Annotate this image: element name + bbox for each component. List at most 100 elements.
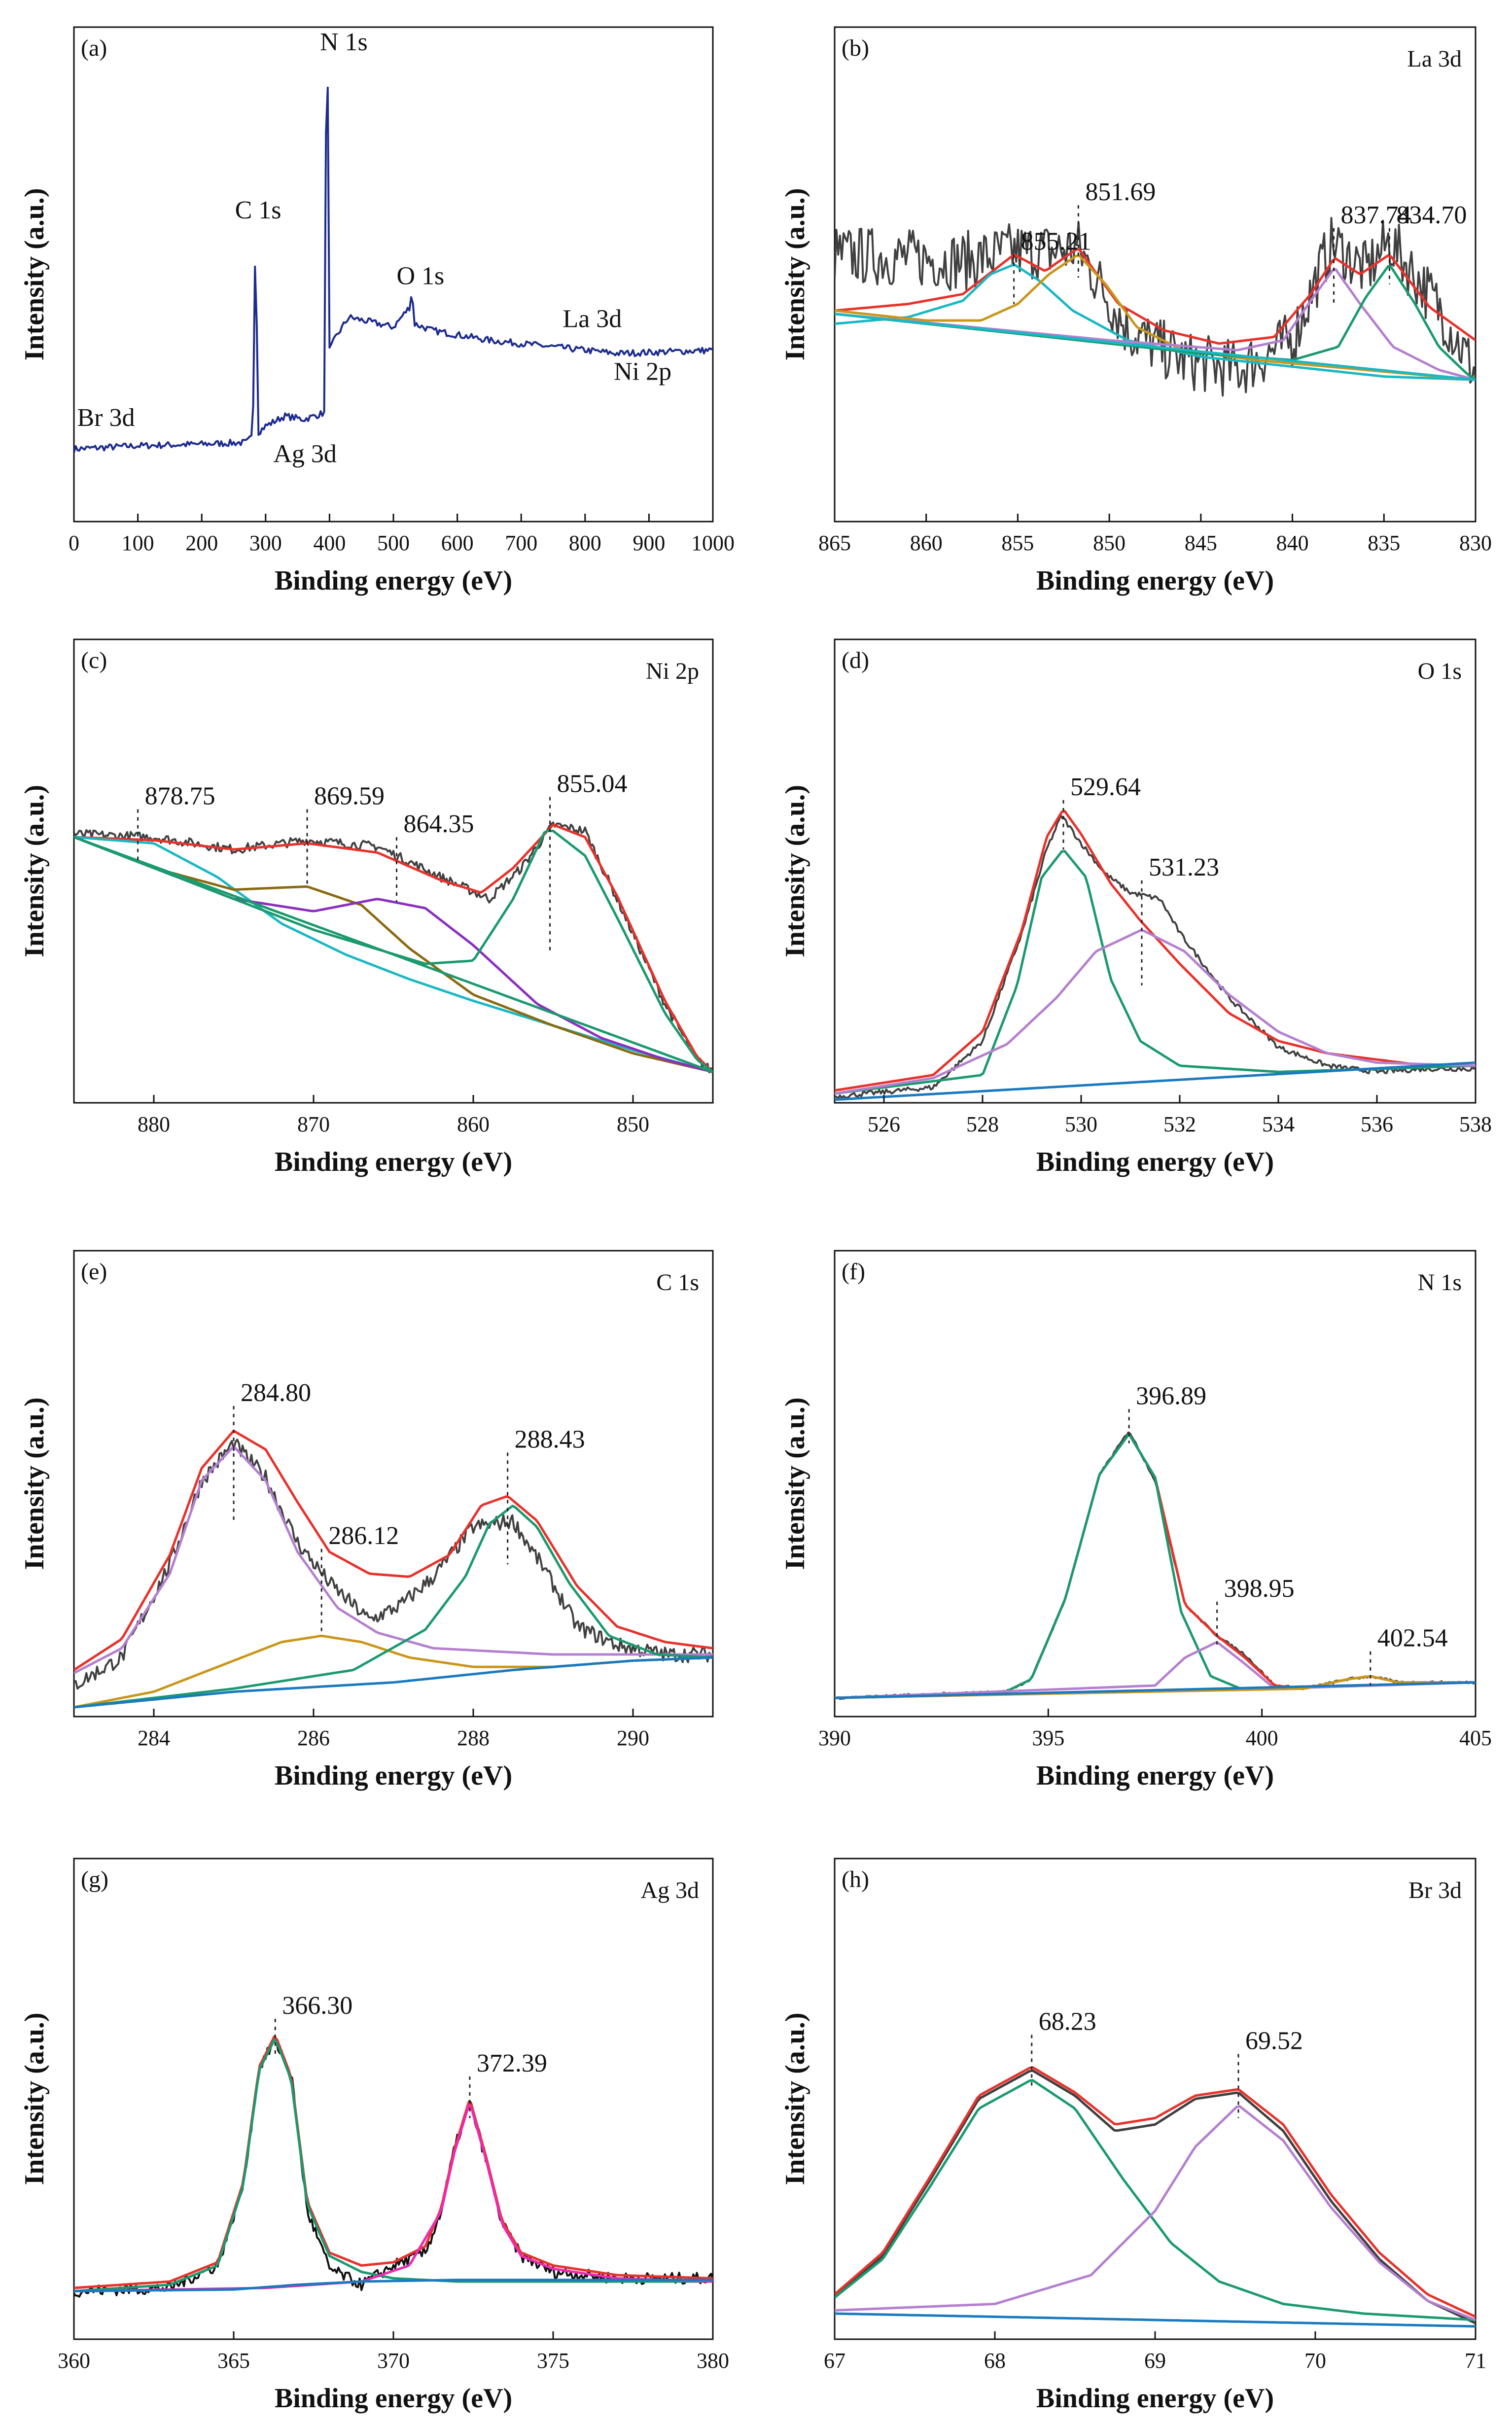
- x-tick-label-a-9: 900: [633, 531, 665, 555]
- annotation-a-6: Ag 3d: [273, 440, 337, 468]
- x-tick-label-b-0: 865: [818, 531, 851, 555]
- panel-a: 0 100 200 300 400 500 600 700 800 900 1000 Binding …: [19, 26, 735, 596]
- x-tick-label-c-0: 880: [138, 1112, 170, 1136]
- x-tick-label-a-4: 400: [313, 531, 346, 555]
- panel-title-c: Ni 2p: [646, 658, 699, 684]
- panel-title-b: La 3d: [1407, 46, 1462, 72]
- panel-title-g: Ag 3d: [640, 1877, 699, 1903]
- x-axis-label-f: Binding energy (eV): [1036, 1760, 1274, 1791]
- peak-label-f-0: 396.89: [1136, 1382, 1206, 1410]
- panel-label-g: (g): [81, 1866, 108, 1893]
- plot-frame-f: [834, 1250, 1477, 1718]
- series-line-e-2: [74, 1445, 713, 1675]
- peak-label-b-1: 851.69: [1085, 178, 1156, 206]
- annotation-a-3: La 3d: [563, 305, 622, 333]
- x-tick-label-a-7: 700: [505, 531, 537, 555]
- y-axis-label-h: Intensity (a.u.): [780, 2012, 810, 2185]
- series-group-g: [74, 2035, 713, 2298]
- x-tick-label-d-2: 530: [1065, 1112, 1097, 1136]
- y-axis-label-b: Intensity (a.u.): [780, 188, 810, 360]
- x-tick-label-b-6: 835: [1368, 531, 1400, 555]
- peak-label-b-0: 855.21: [1021, 227, 1091, 255]
- peak-label-e-2: 288.43: [515, 1426, 585, 1454]
- x-tick-label-a-10: 1000: [691, 531, 735, 555]
- x-tick-label-b-7: 830: [1459, 531, 1492, 555]
- y-axis-label-c: Intensity (a.u.): [19, 785, 50, 957]
- x-tick-label-g-3: 375: [537, 2349, 569, 2373]
- series-group-h: [835, 2066, 1476, 2328]
- series-line-f-2: [835, 1433, 1476, 1699]
- x-tick-label-a-0: 0: [69, 531, 79, 555]
- x-tick-label-c-1: 870: [297, 1112, 330, 1136]
- panel-title-e: C 1s: [656, 1269, 699, 1296]
- panel-label-d: (d): [842, 647, 869, 673]
- y-axis-label-d: Intensity (a.u.): [780, 785, 810, 957]
- peak-label-g-1: 372.39: [477, 2049, 547, 2077]
- panel-g: 360 365 370 375 380 Binding energy (eV) Intens…: [19, 1858, 729, 2414]
- peak-label-b-2: 837.74: [1341, 201, 1411, 229]
- x-tick-label-f-2: 400: [1246, 1726, 1278, 1750]
- panel-f: 390 395 400 405 Binding energy (eV) Intensity…: [780, 1250, 1492, 1791]
- y-axis-label-g: Intensity (a.u.): [19, 2012, 50, 2185]
- panel-e: 284 286 288 290 Binding energy (eV) Intensity…: [19, 1250, 714, 1791]
- plot-frame-d: [834, 638, 1477, 1104]
- y-axis-label-f: Intensity (a.u.): [780, 1397, 810, 1570]
- plot-frame-e: [73, 1250, 714, 1718]
- x-tick-label-e-0: 284: [138, 1726, 170, 1750]
- series-line-b-6: [835, 313, 1476, 381]
- series-line-h-1: [835, 2066, 1476, 2318]
- x-tick-label-d-6: 538: [1459, 1112, 1492, 1136]
- x-tick-label-f-3: 405: [1459, 1726, 1492, 1750]
- x-tick-label-a-8: 800: [569, 531, 601, 555]
- x-axis-label-d: Binding energy (eV): [1036, 1147, 1274, 1177]
- x-tick-label-g-1: 365: [217, 2349, 250, 2373]
- annotation-a-0: N 1s: [320, 28, 368, 56]
- x-tick-label-e-3: 290: [617, 1726, 649, 1750]
- x-tick-label-h-2: 69: [1144, 2349, 1166, 2373]
- series-line-a-0: [74, 86, 713, 453]
- x-tick-label-c-3: 850: [617, 1112, 649, 1136]
- peak-label-e-1: 286.12: [328, 1522, 399, 1550]
- series-line-c-1: [74, 823, 713, 1073]
- peak-label-f-1: 398.95: [1224, 1575, 1295, 1603]
- series-line-c-2: [74, 836, 713, 1073]
- peak-label-h-0: 68.23: [1039, 2008, 1096, 2036]
- peak-label-d-1: 531.23: [1149, 853, 1219, 881]
- x-tick-label-b-3: 850: [1093, 531, 1125, 555]
- x-tick-label-g-2: 370: [377, 2349, 410, 2373]
- panel-label-f: (f): [842, 1259, 865, 1285]
- panel-label-a: (a): [81, 35, 107, 61]
- peak-label-e-0: 284.80: [241, 1379, 311, 1407]
- x-tick-label-d-1: 528: [966, 1112, 999, 1136]
- x-axis-label-b: Binding energy (eV): [1036, 565, 1274, 596]
- x-tick-label-a-5: 500: [377, 531, 410, 555]
- series-line-e-4: [74, 1505, 713, 1709]
- series-line-h-4: [835, 2312, 1476, 2328]
- peak-label-b-3: 834.70: [1396, 201, 1467, 229]
- x-tick-label-a-3: 300: [249, 531, 282, 555]
- series-line-h-3: [835, 2105, 1476, 2321]
- series-line-f-5: [835, 1681, 1476, 1699]
- peak-label-f-2: 402.54: [1377, 1624, 1448, 1652]
- series-line-b-3: [835, 254, 1476, 381]
- peak-label-c-2: 864.35: [403, 810, 474, 838]
- series-line-e-1: [74, 1429, 713, 1671]
- series-group-c: [74, 821, 713, 1074]
- panel-title-h: Br 3d: [1408, 1877, 1462, 1903]
- series-line-b-0: [835, 217, 1476, 397]
- x-axis-label-e: Binding energy (eV): [275, 1760, 512, 1791]
- x-tick-label-f-1: 395: [1032, 1726, 1064, 1750]
- x-tick-label-b-1: 860: [910, 531, 943, 555]
- panel-h: 67 68 69 70 71 Binding energy (eV) Intensity (…: [780, 1858, 1486, 2414]
- panel-label-h: (h): [842, 1866, 869, 1893]
- x-tick-label-e-2: 288: [457, 1726, 490, 1750]
- annotation-a-1: C 1s: [235, 196, 281, 224]
- peak-label-h-1: 69.52: [1245, 2027, 1303, 2055]
- y-axis-label-e: Intensity (a.u.): [19, 1397, 50, 1570]
- panel-d: 526 528 530 532 534 536 538 Binding energy (eV)…: [780, 638, 1492, 1177]
- series-line-c-6: [74, 836, 713, 1073]
- series-group-a: [74, 86, 713, 453]
- series-group-d: [835, 810, 1476, 1101]
